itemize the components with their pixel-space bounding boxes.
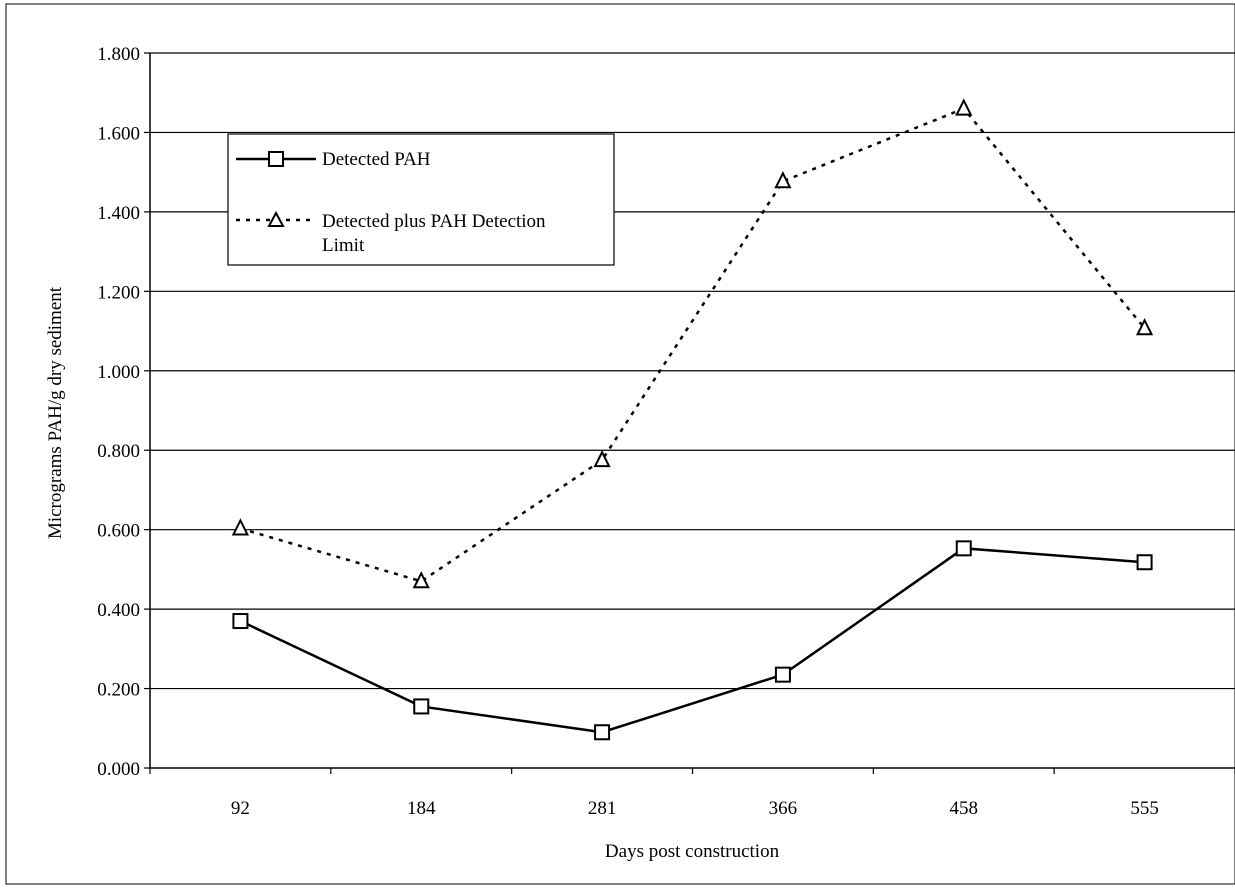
legend-label-detection-limit-line1: Detected plus PAH Detection — [322, 211, 546, 232]
y-tick-label: 0.400 — [97, 600, 140, 621]
y-tick-label: 1.600 — [97, 123, 140, 144]
legend-label-detected-pah: Detected PAH — [322, 149, 431, 170]
y-tick-label: 1.200 — [97, 282, 140, 303]
legend-box — [227, 133, 615, 266]
data-point-triangle — [231, 518, 250, 536]
y-tick-label: 0.800 — [97, 441, 140, 462]
x-axis-title: Days post construction — [605, 841, 780, 862]
legend-label-detection-limit-line2: Limit — [322, 235, 365, 256]
data-point-triangle — [1135, 318, 1154, 336]
y-axis-title: Micrograms PAH/g dry sediment — [45, 286, 66, 539]
y-tick-label: 0.200 — [97, 680, 140, 701]
data-point-square — [1136, 554, 1153, 571]
x-tick-label: 555 — [1130, 798, 1159, 819]
axes: 0.000 0.200 0.400 0.600 0.800 1.000 1.200 1.400… — [97, 44, 1235, 819]
x-tick-label: 92 — [231, 798, 250, 819]
data-point-triangle — [412, 571, 430, 589]
data-point-square — [232, 613, 249, 630]
x-tick-label: 184 — [407, 798, 436, 819]
data-point-square — [955, 540, 972, 557]
data-point-triangle — [774, 171, 792, 189]
data-point-triangle — [955, 98, 973, 116]
legend-marker-square — [268, 151, 284, 167]
y-tick-label: 1.800 — [97, 44, 140, 65]
x-tick-label: 458 — [950, 798, 979, 819]
series-line-detected-pah — [239, 547, 1145, 734]
y-tick-label: 0.000 — [97, 759, 140, 780]
data-point-square — [774, 666, 791, 683]
x-tick-label: 281 — [588, 798, 617, 819]
series-group — [231, 98, 1154, 741]
data-point-triangle — [593, 449, 611, 468]
legend: Detected PAH Detected plus PAH Detection… — [227, 133, 615, 266]
chart-frame — [5, 3, 1235, 885]
data-point-square — [594, 724, 611, 741]
legend-label-detection-limit: Detected plus PAH Detection Limit — [322, 211, 550, 256]
y-tick-label: 0.600 — [97, 521, 140, 542]
data-point-square — [413, 698, 430, 715]
y-tick-label: 1.000 — [97, 362, 140, 383]
series-line-detection-limit — [240, 107, 1146, 583]
x-tick-label: 366 — [769, 798, 798, 819]
y-tick-label: 1.400 — [97, 203, 140, 224]
legend-marker-triangle — [267, 210, 285, 227]
